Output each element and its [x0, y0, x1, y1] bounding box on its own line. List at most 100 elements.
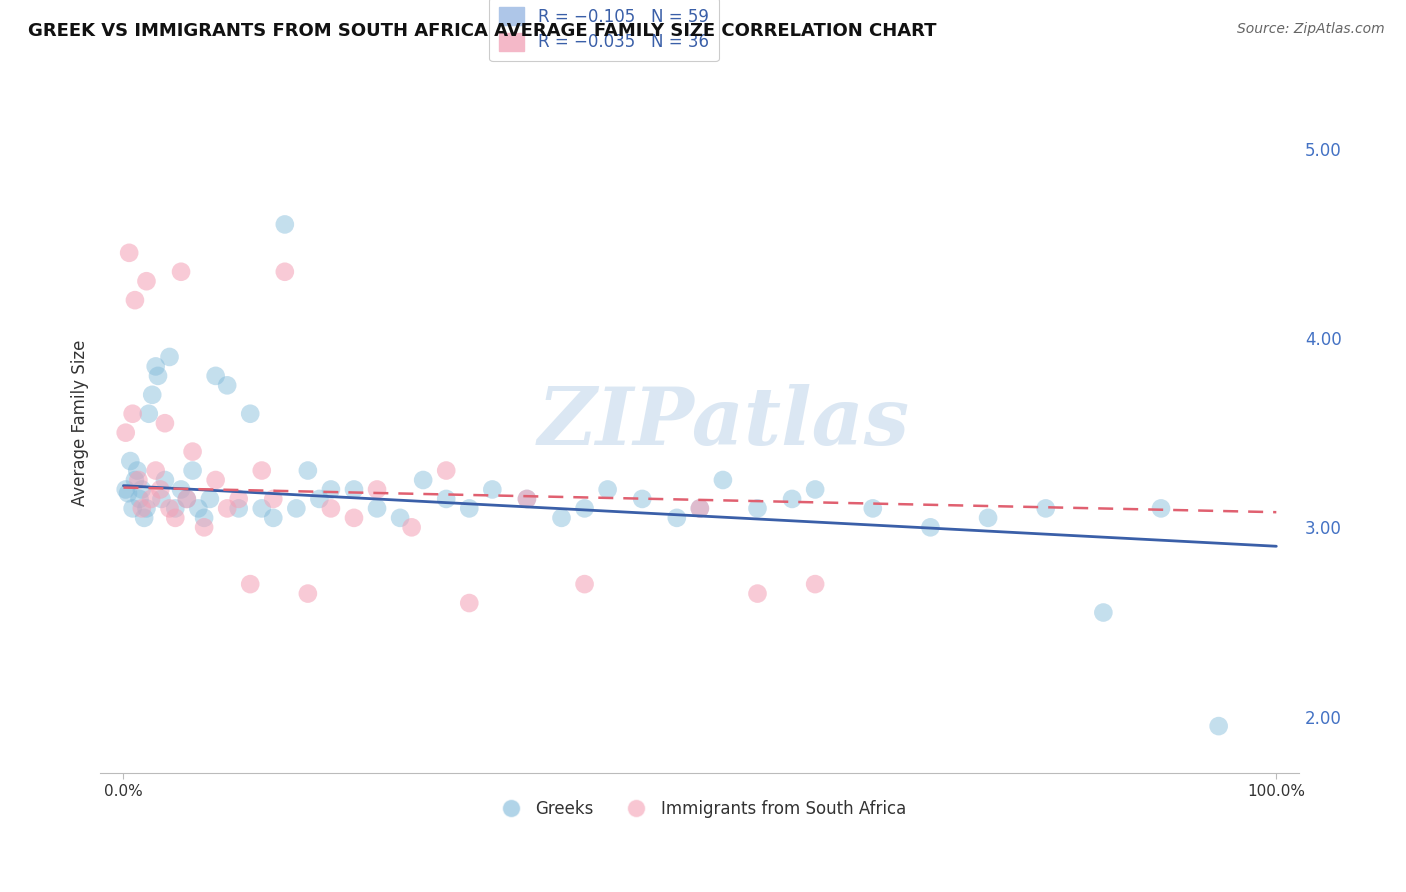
Point	[631, 491, 654, 506]
Point	[187, 501, 209, 516]
Point	[516, 491, 538, 506]
Point	[134, 511, 156, 525]
Point	[114, 425, 136, 440]
Point	[434, 464, 457, 478]
Point	[120, 454, 142, 468]
Point	[977, 511, 1000, 525]
Point	[1092, 606, 1115, 620]
Point	[128, 491, 150, 506]
Point	[239, 577, 262, 591]
Point	[401, 520, 423, 534]
Point	[780, 491, 803, 506]
Point	[458, 596, 481, 610]
Point	[1150, 501, 1173, 516]
Point	[176, 491, 198, 506]
Point	[689, 501, 711, 516]
Point	[127, 464, 149, 478]
Point	[285, 501, 308, 516]
Y-axis label: Average Family Size: Average Family Size	[72, 340, 89, 507]
Point	[118, 245, 141, 260]
Point	[124, 473, 146, 487]
Point	[804, 577, 827, 591]
Point	[135, 274, 157, 288]
Point	[274, 218, 297, 232]
Point	[170, 265, 193, 279]
Point	[159, 501, 181, 516]
Point	[297, 464, 319, 478]
Point	[150, 491, 173, 506]
Point	[114, 483, 136, 497]
Point	[689, 501, 711, 516]
Point	[217, 501, 239, 516]
Point	[138, 407, 160, 421]
Point	[574, 501, 596, 516]
Point	[458, 501, 481, 516]
Point	[146, 368, 169, 383]
Point	[862, 501, 884, 516]
Text: Source: ZipAtlas.com: Source: ZipAtlas.com	[1237, 22, 1385, 37]
Point	[228, 501, 250, 516]
Point	[145, 464, 167, 478]
Point	[596, 483, 619, 497]
Text: GREEK VS IMMIGRANTS FROM SOUTH AFRICA AVERAGE FAMILY SIZE CORRELATION CHART: GREEK VS IMMIGRANTS FROM SOUTH AFRICA AV…	[28, 22, 936, 40]
Point	[412, 473, 434, 487]
Point	[159, 350, 181, 364]
Point	[262, 491, 284, 506]
Point	[193, 511, 215, 525]
Point	[117, 486, 139, 500]
Point	[920, 520, 942, 534]
Point	[228, 491, 250, 506]
Point	[165, 511, 187, 525]
Point	[239, 407, 262, 421]
Point	[366, 483, 388, 497]
Point	[250, 501, 273, 516]
Point	[516, 491, 538, 506]
Point	[665, 511, 688, 525]
Point	[366, 501, 388, 516]
Point	[181, 444, 204, 458]
Point	[217, 378, 239, 392]
Point	[135, 501, 157, 516]
Point	[343, 483, 366, 497]
Text: ZIPatlas: ZIPatlas	[537, 384, 910, 462]
Point	[434, 491, 457, 506]
Point	[481, 483, 503, 497]
Legend: Greeks, Immigrants from South Africa: Greeks, Immigrants from South Africa	[488, 793, 912, 824]
Point	[145, 359, 167, 374]
Point	[131, 483, 153, 497]
Point	[343, 511, 366, 525]
Point	[204, 368, 226, 383]
Point	[198, 491, 221, 506]
Point	[747, 501, 769, 516]
Point	[262, 511, 284, 525]
Point	[124, 293, 146, 307]
Point	[1035, 501, 1057, 516]
Point	[319, 501, 342, 516]
Point	[127, 473, 149, 487]
Point	[550, 511, 572, 525]
Point	[711, 473, 734, 487]
Point	[747, 586, 769, 600]
Point	[139, 491, 162, 506]
Point	[131, 501, 153, 516]
Point	[574, 577, 596, 591]
Point	[389, 511, 412, 525]
Point	[274, 265, 297, 279]
Point	[170, 483, 193, 497]
Point	[250, 464, 273, 478]
Point	[319, 483, 342, 497]
Point	[804, 483, 827, 497]
Point	[193, 520, 215, 534]
Point	[165, 501, 187, 516]
Point	[149, 483, 172, 497]
Point	[121, 407, 143, 421]
Point	[308, 491, 330, 506]
Point	[204, 473, 226, 487]
Point	[176, 491, 198, 506]
Point	[153, 416, 176, 430]
Point	[297, 586, 319, 600]
Point	[1208, 719, 1230, 733]
Point	[141, 388, 163, 402]
Point	[121, 501, 143, 516]
Point	[153, 473, 176, 487]
